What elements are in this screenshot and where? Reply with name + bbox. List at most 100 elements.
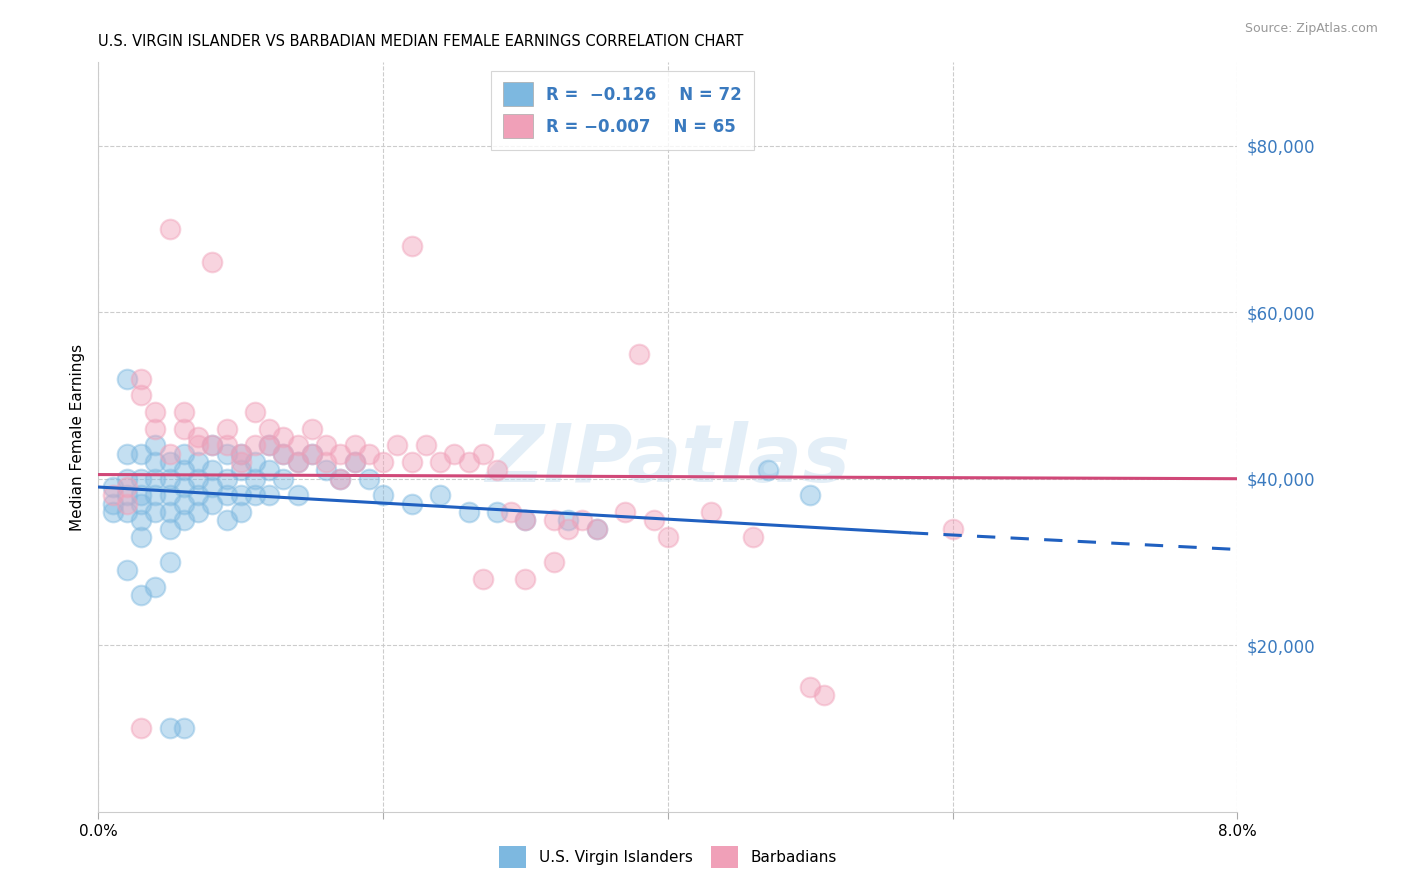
Point <box>201 255 224 269</box>
Point <box>243 488 266 502</box>
Point <box>415 438 437 452</box>
Point <box>187 472 209 486</box>
Point <box>273 447 295 461</box>
Legend: U.S. Virgin Islanders, Barbadians: U.S. Virgin Islanders, Barbadians <box>491 838 845 875</box>
Point <box>159 722 181 736</box>
Point <box>115 497 138 511</box>
Point <box>259 488 281 502</box>
Point <box>756 463 779 477</box>
Point <box>315 455 337 469</box>
Point <box>357 472 380 486</box>
Point <box>215 422 238 436</box>
Point <box>301 447 323 461</box>
Point <box>129 530 152 544</box>
Text: U.S. VIRGIN ISLANDER VS BARBADIAN MEDIAN FEMALE EARNINGS CORRELATION CHART: U.S. VIRGIN ISLANDER VS BARBADIAN MEDIAN… <box>98 34 744 49</box>
Point <box>187 505 209 519</box>
Point <box>145 472 167 486</box>
Point <box>371 488 394 502</box>
Point <box>942 522 965 536</box>
Point <box>329 447 352 461</box>
Point <box>471 447 494 461</box>
Point <box>429 488 451 502</box>
Point <box>371 455 394 469</box>
Point <box>301 422 323 436</box>
Point <box>557 522 579 536</box>
Point <box>742 530 765 544</box>
Point <box>187 455 209 469</box>
Point <box>343 455 366 469</box>
Point <box>343 455 366 469</box>
Point <box>243 455 266 469</box>
Point <box>657 530 679 544</box>
Point <box>115 447 138 461</box>
Point <box>273 472 295 486</box>
Point <box>287 488 309 502</box>
Point <box>173 513 195 527</box>
Point <box>457 505 479 519</box>
Point <box>401 497 423 511</box>
Point <box>229 447 252 461</box>
Point <box>287 438 309 452</box>
Point <box>557 513 579 527</box>
Point <box>543 555 565 569</box>
Point <box>243 438 266 452</box>
Point <box>259 438 281 452</box>
Point <box>585 522 607 536</box>
Point <box>429 455 451 469</box>
Point <box>571 513 593 527</box>
Point <box>501 505 523 519</box>
Point <box>129 513 152 527</box>
Point <box>129 472 152 486</box>
Point <box>643 513 665 527</box>
Point <box>145 455 167 469</box>
Point <box>215 447 238 461</box>
Point <box>201 497 224 511</box>
Point <box>129 488 152 502</box>
Point <box>443 447 465 461</box>
Point <box>215 438 238 452</box>
Point <box>101 497 124 511</box>
Point <box>799 488 821 502</box>
Point <box>145 580 167 594</box>
Point <box>229 488 252 502</box>
Point <box>173 722 195 736</box>
Point <box>315 438 337 452</box>
Point <box>515 572 537 586</box>
Point <box>201 438 224 452</box>
Point <box>115 372 138 386</box>
Point <box>401 238 423 252</box>
Point <box>101 480 124 494</box>
Point <box>215 513 238 527</box>
Point <box>273 447 295 461</box>
Point <box>287 455 309 469</box>
Point <box>215 472 238 486</box>
Point <box>699 505 721 519</box>
Point <box>101 488 124 502</box>
Point <box>115 563 138 577</box>
Point <box>145 438 167 452</box>
Point <box>159 522 181 536</box>
Point <box>259 438 281 452</box>
Point <box>129 497 152 511</box>
Point <box>229 447 252 461</box>
Point <box>159 447 181 461</box>
Point <box>173 405 195 419</box>
Point <box>287 455 309 469</box>
Point <box>486 505 509 519</box>
Point <box>813 688 835 702</box>
Point <box>145 505 167 519</box>
Point <box>159 455 181 469</box>
Point <box>515 513 537 527</box>
Point <box>329 472 352 486</box>
Point <box>187 438 209 452</box>
Point <box>173 422 195 436</box>
Point <box>387 438 409 452</box>
Point <box>115 472 138 486</box>
Point <box>201 480 224 494</box>
Point <box>129 372 152 386</box>
Point <box>243 472 266 486</box>
Point <box>129 588 152 602</box>
Point <box>628 347 651 361</box>
Y-axis label: Median Female Earnings: Median Female Earnings <box>69 343 84 531</box>
Point <box>259 422 281 436</box>
